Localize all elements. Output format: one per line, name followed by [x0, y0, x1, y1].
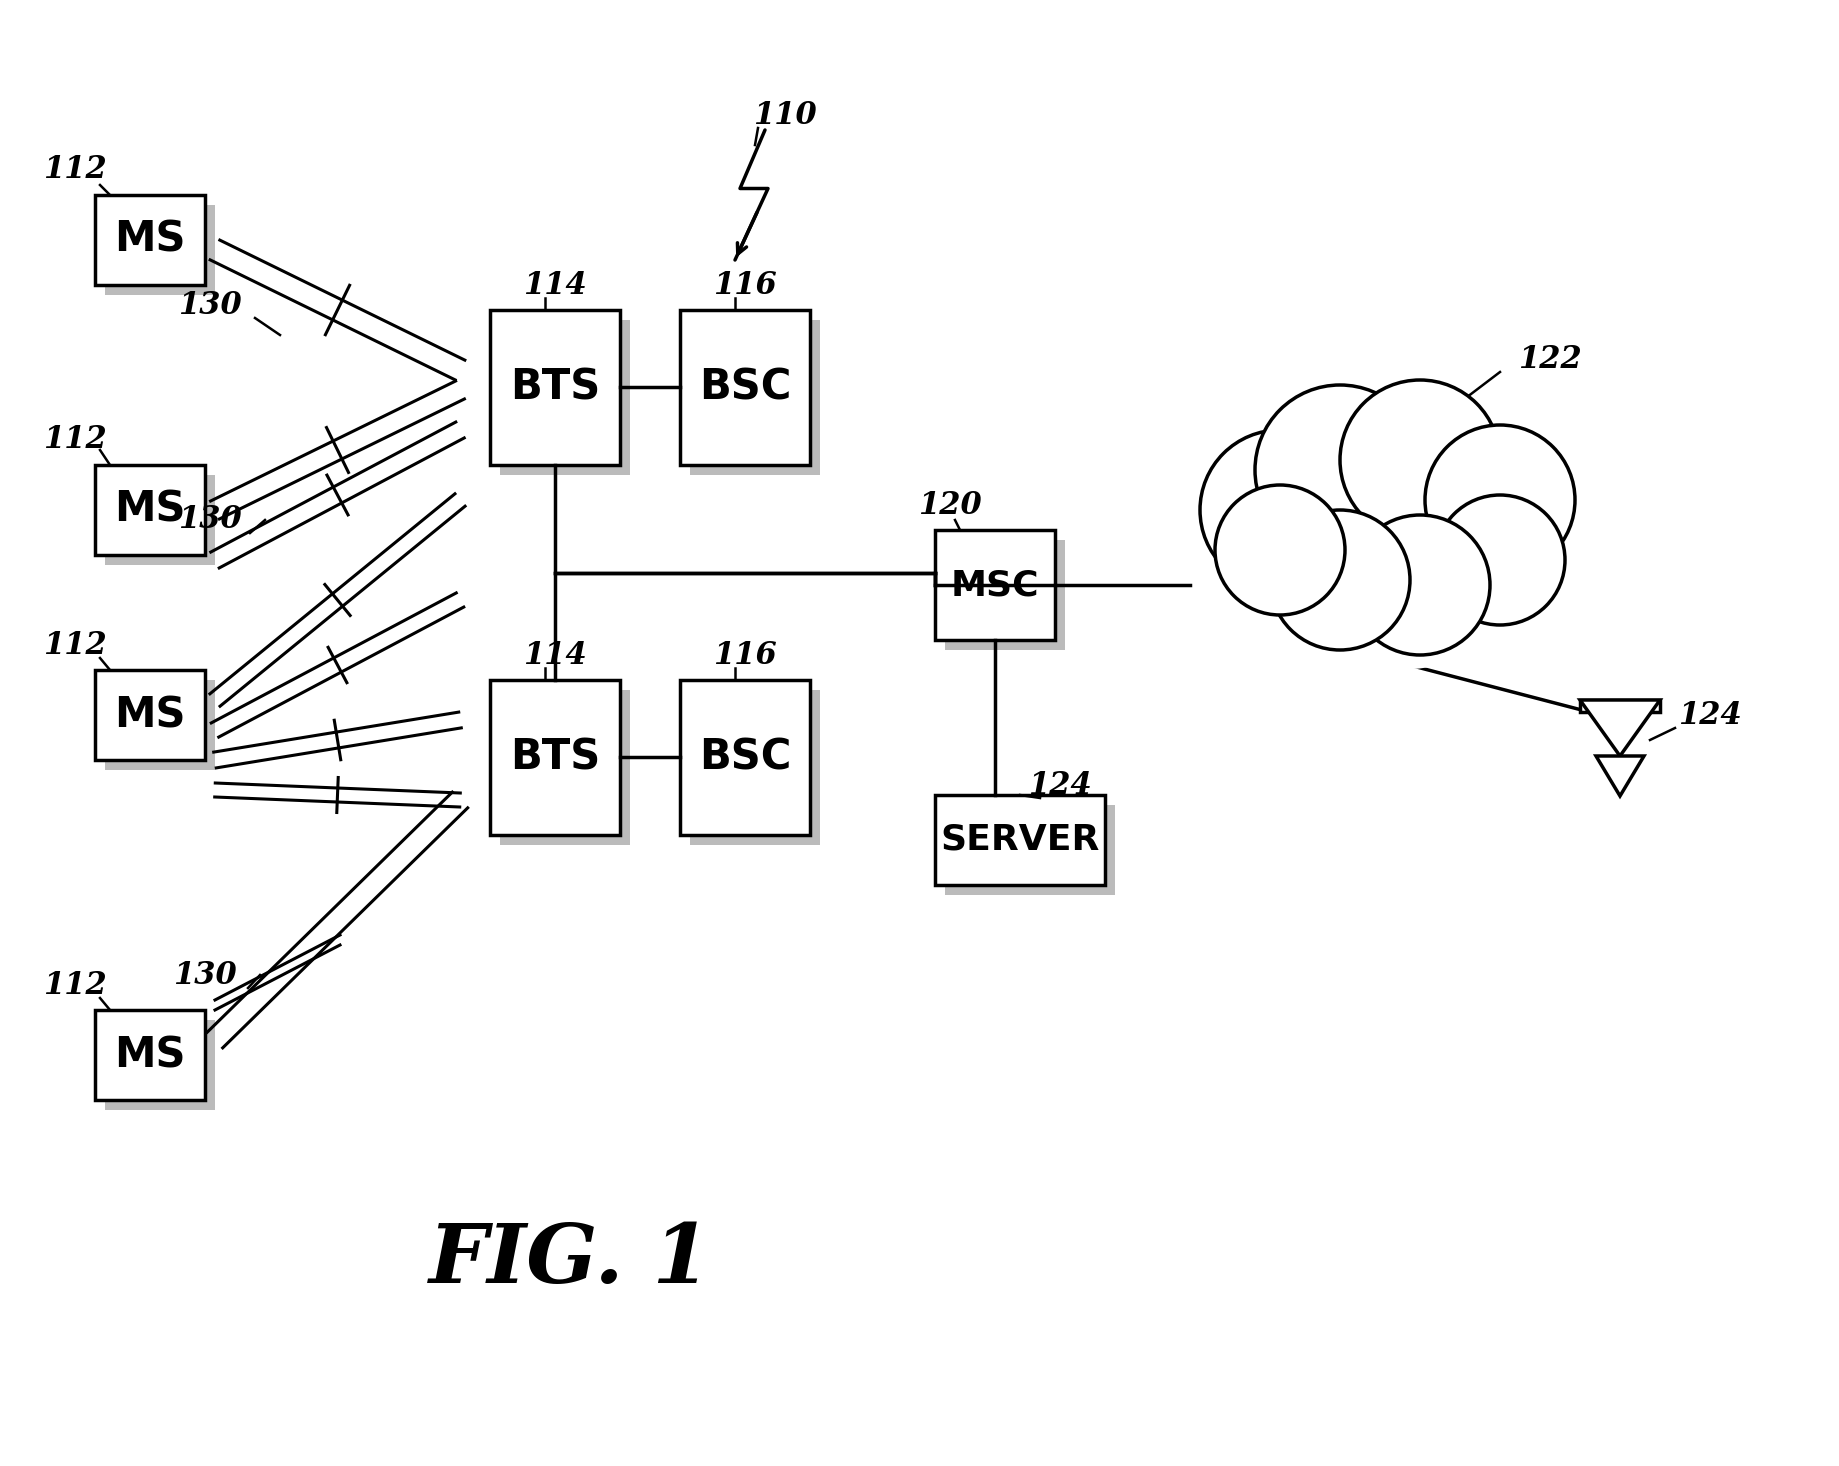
Text: 130: 130: [178, 289, 243, 321]
Text: 110: 110: [754, 100, 817, 130]
Text: 130: 130: [178, 504, 243, 535]
Circle shape: [1350, 515, 1490, 655]
Text: BTS: BTS: [509, 736, 600, 778]
FancyBboxPatch shape: [489, 309, 620, 465]
Circle shape: [1434, 496, 1565, 625]
Text: BTS: BTS: [509, 366, 600, 409]
FancyBboxPatch shape: [945, 539, 1065, 649]
Text: MS: MS: [114, 1034, 186, 1076]
Text: MSC: MSC: [951, 567, 1039, 603]
Bar: [1580, 699, 1661, 712]
FancyBboxPatch shape: [96, 1010, 204, 1100]
Text: 124: 124: [1679, 699, 1742, 730]
Ellipse shape: [1190, 390, 1589, 670]
FancyBboxPatch shape: [96, 195, 204, 284]
Text: MS: MS: [114, 218, 186, 261]
FancyBboxPatch shape: [945, 805, 1114, 896]
FancyBboxPatch shape: [96, 465, 204, 556]
Text: FIG. 1: FIG. 1: [428, 1220, 712, 1300]
Text: 112: 112: [42, 154, 107, 186]
FancyBboxPatch shape: [690, 320, 820, 475]
Text: 130: 130: [173, 960, 237, 991]
Text: BSC: BSC: [699, 366, 791, 409]
FancyBboxPatch shape: [500, 690, 631, 844]
Text: 122: 122: [1519, 345, 1582, 375]
Circle shape: [1201, 430, 1361, 589]
Text: 112: 112: [42, 425, 107, 456]
Text: 114: 114: [522, 270, 587, 301]
Circle shape: [1425, 425, 1574, 575]
Polygon shape: [1596, 756, 1644, 796]
FancyBboxPatch shape: [934, 795, 1105, 885]
Text: 124: 124: [1028, 770, 1092, 800]
Text: MS: MS: [114, 490, 186, 531]
Circle shape: [1254, 386, 1425, 556]
Circle shape: [1341, 380, 1501, 539]
Text: 114: 114: [522, 639, 587, 670]
FancyBboxPatch shape: [105, 680, 215, 770]
Text: 112: 112: [42, 969, 107, 1000]
FancyBboxPatch shape: [105, 205, 215, 295]
FancyBboxPatch shape: [105, 475, 215, 564]
FancyBboxPatch shape: [489, 680, 620, 836]
FancyBboxPatch shape: [680, 309, 809, 465]
FancyBboxPatch shape: [690, 690, 820, 844]
FancyBboxPatch shape: [500, 320, 631, 475]
FancyBboxPatch shape: [680, 680, 809, 836]
Circle shape: [1216, 485, 1344, 616]
Text: SERVER: SERVER: [940, 822, 1100, 858]
FancyBboxPatch shape: [934, 531, 1056, 641]
FancyBboxPatch shape: [105, 1020, 215, 1110]
FancyBboxPatch shape: [96, 670, 204, 759]
Text: 116: 116: [714, 270, 776, 301]
Text: 116: 116: [714, 639, 776, 670]
Text: 120: 120: [918, 490, 982, 520]
Polygon shape: [1580, 699, 1661, 756]
Text: BSC: BSC: [699, 736, 791, 778]
Text: MS: MS: [114, 693, 186, 736]
Circle shape: [1271, 510, 1411, 649]
Text: 112: 112: [42, 629, 107, 661]
